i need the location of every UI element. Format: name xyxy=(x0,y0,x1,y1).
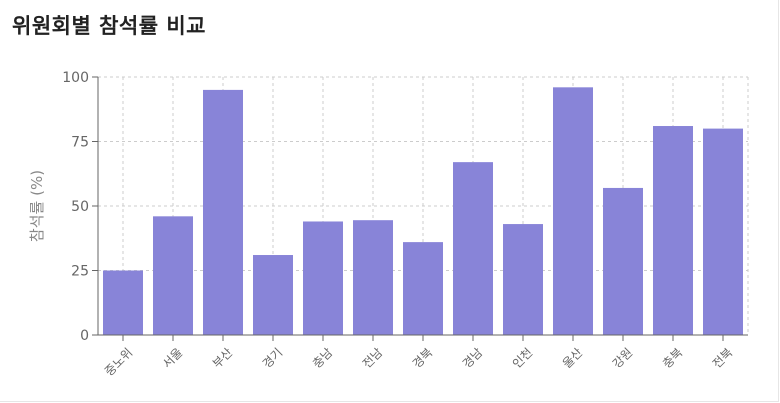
y-tick-label: 0 xyxy=(80,328,89,344)
bars xyxy=(103,87,743,336)
bar xyxy=(653,126,693,336)
x-tick-label: 서울 xyxy=(160,345,186,371)
x-tick-label: 전남 xyxy=(360,345,386,371)
y-tick-label: 50 xyxy=(71,199,89,215)
x-tick-label: 전북 xyxy=(710,345,736,371)
x-tick-label: 중노위 xyxy=(102,345,135,378)
chart-title: 위원회별 참석률 비교 xyxy=(12,14,207,38)
bar xyxy=(303,221,343,335)
bar xyxy=(403,242,443,335)
bar xyxy=(253,255,293,335)
x-tick-label: 울산 xyxy=(560,345,586,371)
y-tick-label: 100 xyxy=(62,70,89,86)
bar xyxy=(103,270,143,335)
x-tick-label: 경남 xyxy=(460,345,486,371)
bar xyxy=(553,87,593,335)
x-tick-label: 경북 xyxy=(410,345,436,371)
x-tick-label: 강원 xyxy=(610,345,636,371)
bar xyxy=(503,224,543,335)
bar xyxy=(203,89,243,336)
bar xyxy=(703,128,743,335)
x-tick-label: 인천 xyxy=(509,345,535,371)
y-tick-label: 25 xyxy=(71,264,89,280)
bar xyxy=(153,216,193,335)
x-tick-label: 충북 xyxy=(660,345,686,371)
x-tick-label: 충남 xyxy=(310,345,336,371)
bar xyxy=(453,162,493,335)
bar xyxy=(353,220,393,335)
y-tick-label: 75 xyxy=(71,135,89,151)
x-tick-label: 부산 xyxy=(210,345,236,371)
x-tick-label: 경기 xyxy=(260,345,286,371)
y-axis-label: 참석률 (%) xyxy=(28,170,46,242)
bar xyxy=(603,187,643,335)
